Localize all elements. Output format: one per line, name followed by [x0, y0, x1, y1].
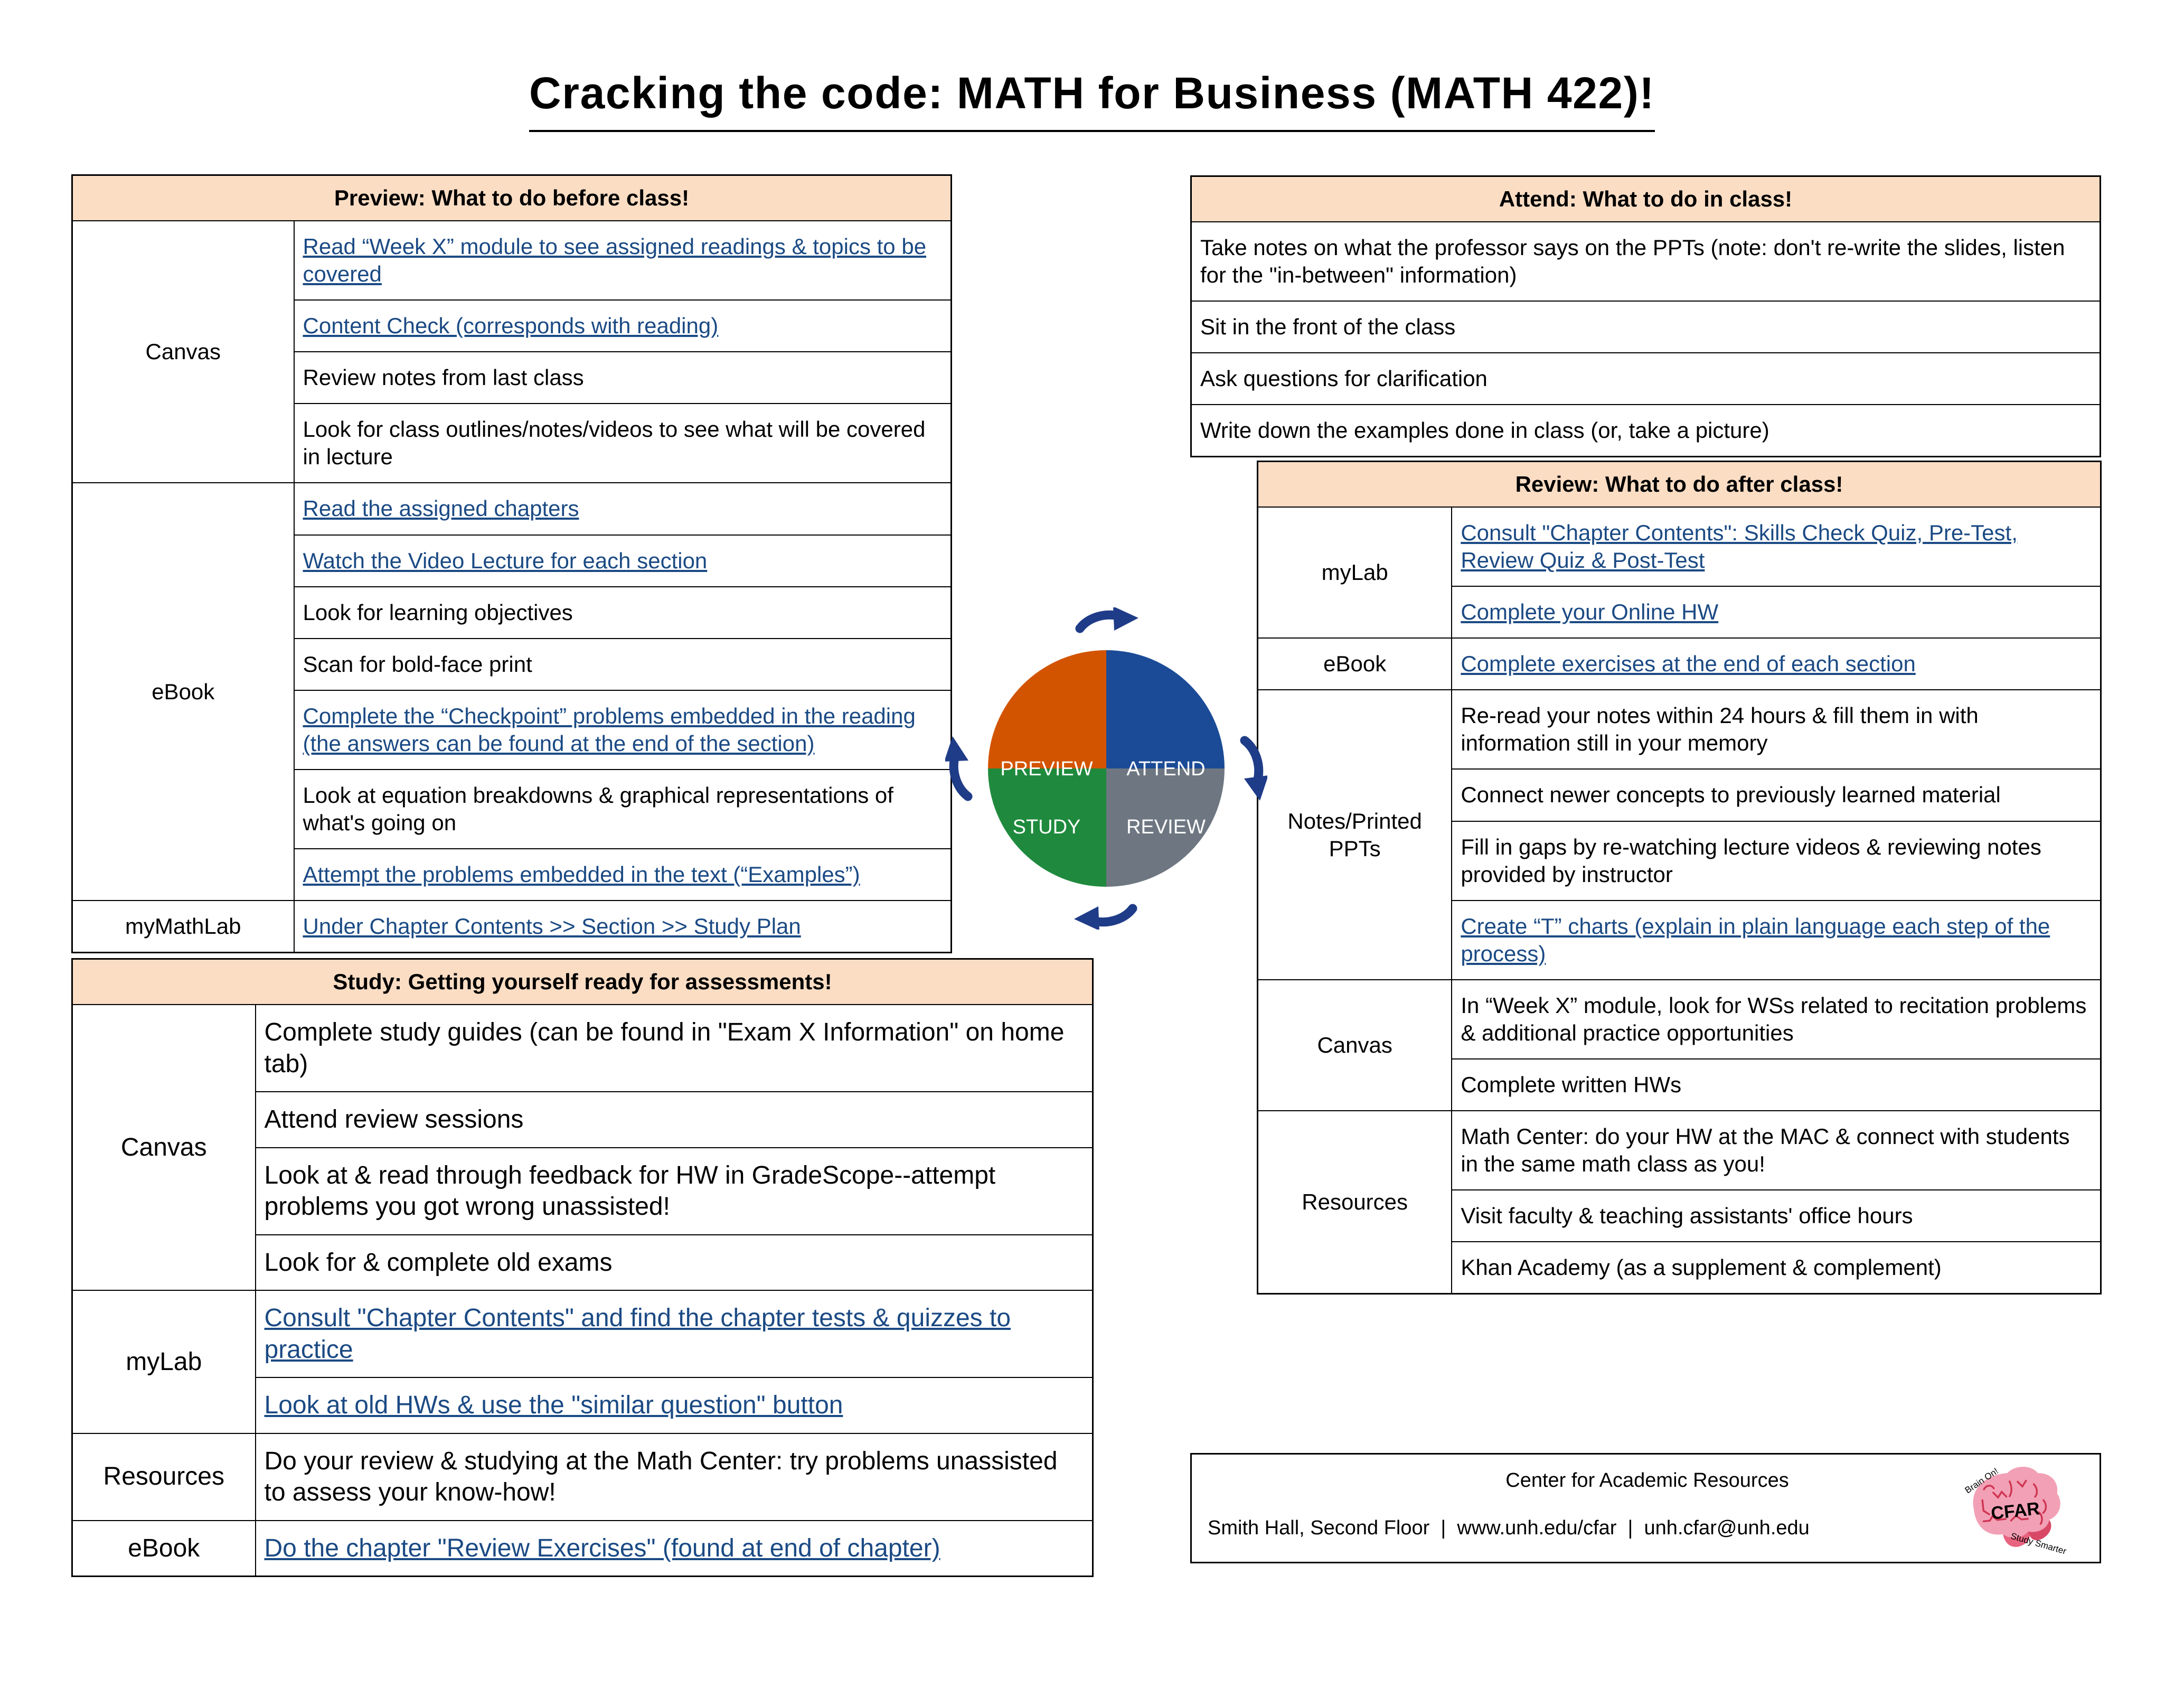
svg-text:REVIEW: REVIEW: [1126, 816, 1206, 838]
svg-text:ATTEND: ATTEND: [1126, 758, 1205, 780]
svg-text:PREVIEW: PREVIEW: [1000, 758, 1093, 780]
svg-text:STUDY: STUDY: [1013, 816, 1081, 838]
